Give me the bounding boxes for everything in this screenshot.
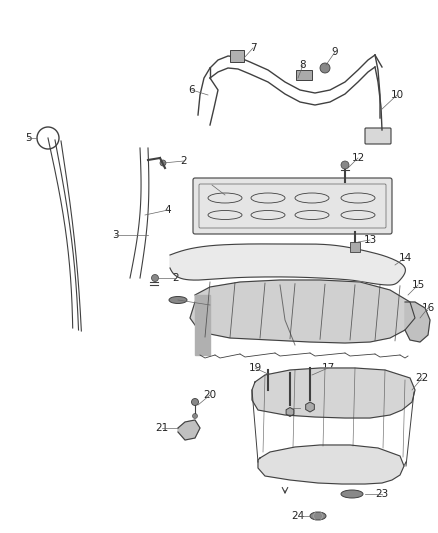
Text: 17: 17 [321,363,335,373]
Text: 3: 3 [112,230,118,240]
Text: 9: 9 [332,47,338,57]
Text: 12: 12 [351,153,364,163]
Circle shape [341,161,349,169]
Bar [350,242,360,252]
FancyBboxPatch shape [365,128,391,144]
Text: 11: 11 [205,180,219,190]
Circle shape [152,274,159,281]
Text: 15: 15 [411,280,424,290]
Text: 6: 6 [189,85,195,95]
Text: 21: 21 [155,423,169,433]
Ellipse shape [169,296,187,303]
Text: 22: 22 [415,373,429,383]
Text: 1: 1 [207,300,213,310]
Circle shape [192,414,198,418]
Text: 13: 13 [364,235,377,245]
Polygon shape [178,420,200,440]
Text: 16: 16 [421,303,434,313]
Text: 24: 24 [291,511,304,521]
Polygon shape [170,244,406,285]
Text: 10: 10 [390,90,403,100]
Circle shape [160,160,166,166]
Text: 18: 18 [293,403,307,413]
Polygon shape [195,295,210,355]
Text: 23: 23 [375,489,389,499]
Text: 4: 4 [165,205,171,215]
Text: 2: 2 [173,273,179,283]
Polygon shape [190,280,415,343]
Ellipse shape [341,490,363,498]
Text: 7: 7 [250,43,256,53]
Text: 2: 2 [181,156,187,166]
Text: 20: 20 [203,390,216,400]
Polygon shape [252,368,415,418]
Bar [296,70,312,80]
Text: 8: 8 [300,60,306,70]
Polygon shape [258,445,404,484]
Text: 5: 5 [25,133,31,143]
Text: 19: 19 [248,363,261,373]
Bar [230,50,244,62]
Circle shape [320,63,330,73]
Text: 14: 14 [399,253,412,263]
Polygon shape [405,302,430,342]
FancyBboxPatch shape [193,178,392,234]
Ellipse shape [310,512,326,520]
Circle shape [191,399,198,406]
